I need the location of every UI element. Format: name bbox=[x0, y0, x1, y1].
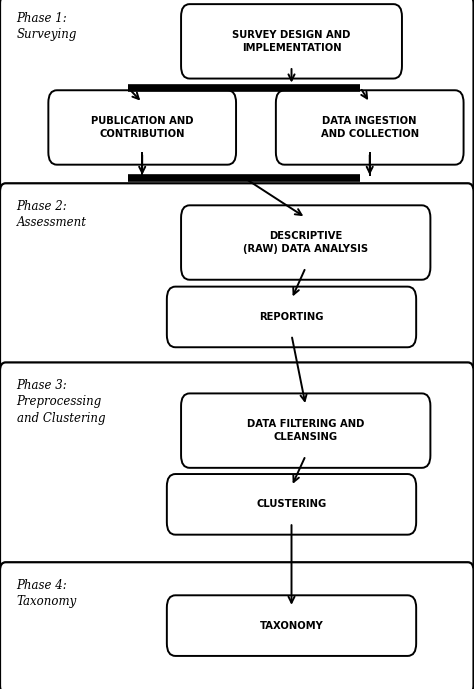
Text: Phase 1:
Surveying: Phase 1: Surveying bbox=[17, 12, 77, 41]
FancyBboxPatch shape bbox=[0, 362, 474, 575]
FancyBboxPatch shape bbox=[167, 595, 416, 656]
FancyBboxPatch shape bbox=[48, 90, 236, 165]
FancyBboxPatch shape bbox=[167, 474, 416, 535]
FancyBboxPatch shape bbox=[276, 90, 464, 165]
Text: DATA FILTERING AND
CLEANSING: DATA FILTERING AND CLEANSING bbox=[247, 420, 365, 442]
Text: Phase 4:
Taxonomy: Phase 4: Taxonomy bbox=[17, 579, 77, 608]
Text: DATA INGESTION
AND COLLECTION: DATA INGESTION AND COLLECTION bbox=[320, 116, 419, 138]
FancyBboxPatch shape bbox=[0, 0, 474, 196]
Text: PUBLICATION AND
CONTRIBUTION: PUBLICATION AND CONTRIBUTION bbox=[91, 116, 193, 138]
FancyBboxPatch shape bbox=[181, 4, 402, 79]
Text: SURVEY DESIGN AND
IMPLEMENTATION: SURVEY DESIGN AND IMPLEMENTATION bbox=[232, 30, 351, 52]
Text: REPORTING: REPORTING bbox=[259, 312, 324, 322]
FancyBboxPatch shape bbox=[181, 393, 430, 468]
FancyBboxPatch shape bbox=[167, 287, 416, 347]
FancyBboxPatch shape bbox=[0, 562, 474, 689]
Text: CLUSTERING: CLUSTERING bbox=[256, 500, 327, 509]
FancyBboxPatch shape bbox=[0, 183, 474, 375]
Text: TAXONOMY: TAXONOMY bbox=[260, 621, 323, 630]
Text: DESCRIPTIVE
(RAW) DATA ANALYSIS: DESCRIPTIVE (RAW) DATA ANALYSIS bbox=[243, 232, 368, 254]
Text: Phase 3:
Preprocessing
and Clustering: Phase 3: Preprocessing and Clustering bbox=[17, 379, 105, 425]
Text: Phase 2:
Assessment: Phase 2: Assessment bbox=[17, 200, 87, 229]
FancyBboxPatch shape bbox=[181, 205, 430, 280]
